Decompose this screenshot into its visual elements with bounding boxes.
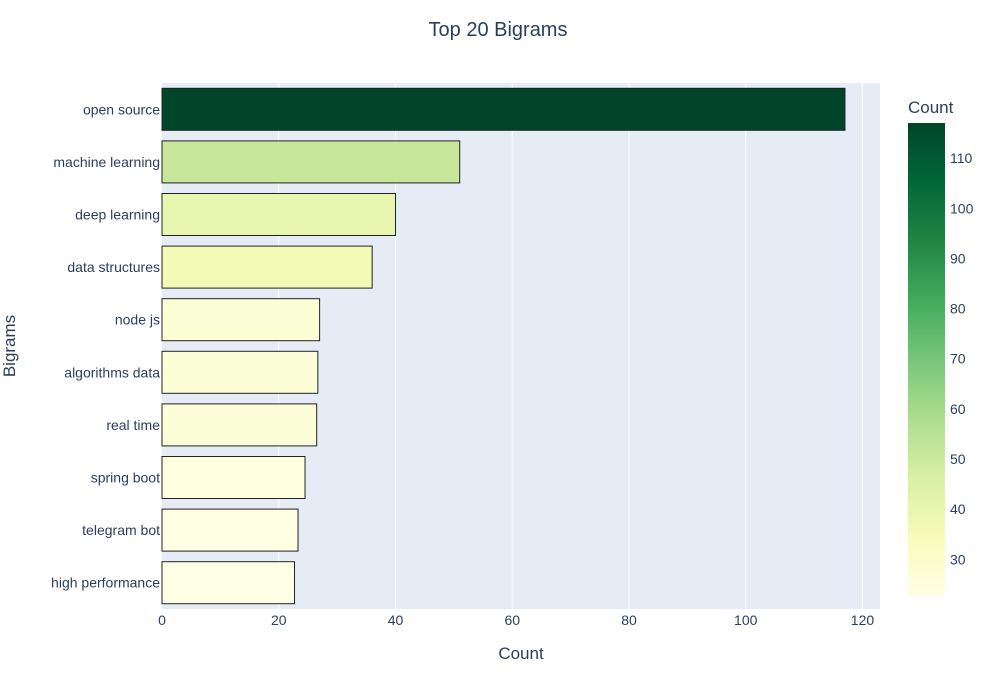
colorbar-tick-label: 90 (950, 250, 966, 266)
bar (161, 350, 319, 394)
bar (161, 561, 296, 605)
x-tick-label: 80 (621, 612, 637, 628)
bar (161, 87, 846, 131)
y-tick-label: machine learning (53, 154, 160, 170)
y-tick-labels: open source machine learning deep learning… (51, 101, 160, 590)
colorbar-tick-labels: 30 40 50 60 70 80 90 100 110 (950, 150, 974, 567)
chart-title: Top 20 Bigrams (429, 19, 568, 41)
colorbar-tick-label: 100 (950, 200, 974, 216)
bar (161, 403, 318, 447)
colorbar-tick-label: 40 (950, 501, 966, 517)
y-tick-label: deep learning (75, 207, 160, 223)
colorbar-tick-label: 50 (950, 451, 966, 467)
bar (161, 456, 306, 499)
colorbar-tick-label: 30 (950, 551, 966, 567)
x-tick-label: 60 (504, 612, 520, 628)
y-tick-label: spring boot (91, 470, 160, 486)
y-tick-label: open source (83, 101, 160, 117)
x-tick-label: 40 (388, 612, 404, 628)
bar (161, 193, 396, 236)
x-tick-label: 100 (734, 612, 758, 628)
colorbar-tick-label: 110 (950, 150, 973, 166)
x-tick-labels: 0 20 40 60 80 100 120 (158, 612, 874, 628)
colorbar (908, 123, 945, 596)
y-tick-label: high performance (51, 575, 160, 591)
colorbar-tick-label: 60 (950, 401, 966, 417)
bar (161, 508, 299, 552)
colorbar-tick-label: 70 (950, 351, 966, 367)
y-tick-label: telegram bot (82, 522, 160, 538)
x-tick-label: 20 (271, 612, 287, 628)
x-tick-label: 120 (851, 612, 875, 628)
bar (161, 140, 461, 184)
bars (161, 87, 846, 605)
y-tick-label: node js (115, 312, 160, 328)
y-tick-label: algorithms data (64, 364, 160, 380)
x-tick-label: 0 (158, 612, 166, 628)
bar (161, 298, 321, 342)
y-tick-label: real time (106, 417, 160, 433)
bar (161, 245, 373, 289)
colorbar-title: Count (908, 98, 954, 117)
y-tick-label: data structures (67, 259, 160, 275)
y-axis-title: Bigrams (0, 315, 19, 377)
colorbar-tick-label: 80 (950, 301, 966, 317)
x-axis-title: Count (498, 644, 544, 663)
